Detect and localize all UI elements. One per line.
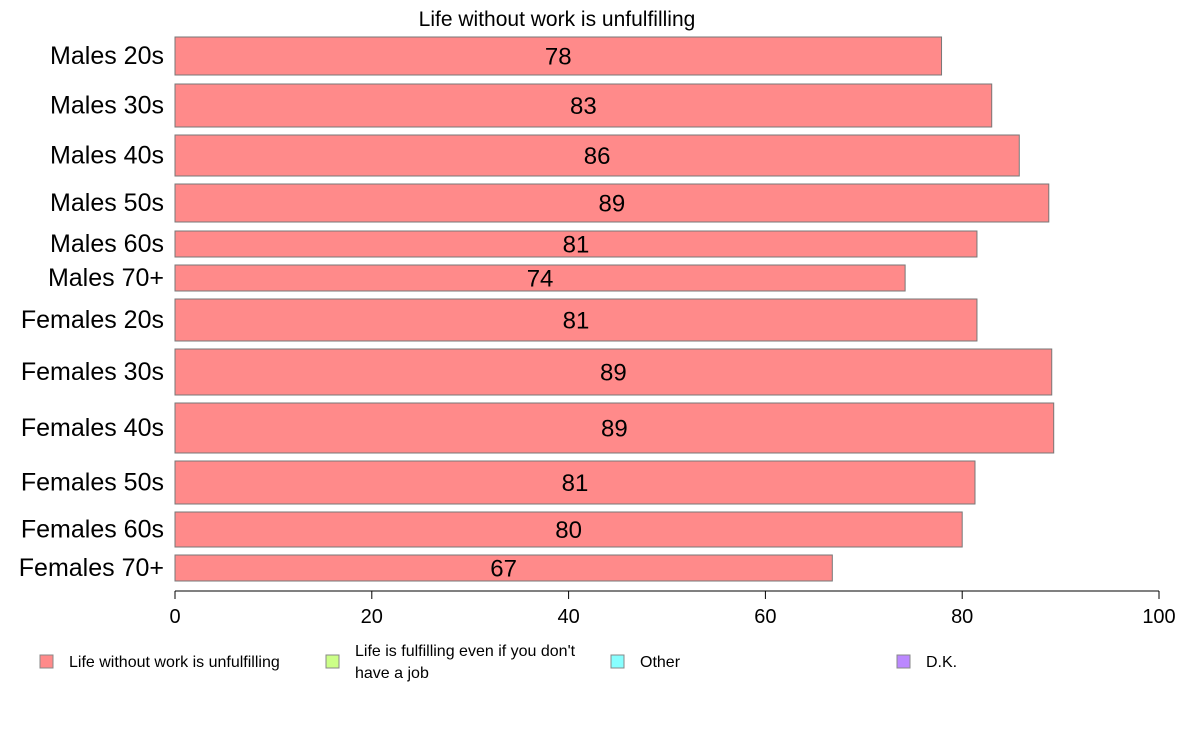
category-label: Females 60s [21,516,164,544]
category-label: Females 40s [21,414,164,442]
legend-label: D.K. [926,654,957,671]
legend-label: Life without work is unfulfilling [69,654,280,671]
data-label: 86 [584,143,611,170]
legend-label: Life is fulfilling even if you don't have… [355,643,576,682]
category-label: Males 20s [50,42,164,70]
bar-3 [174,183,1050,223]
data-label: 89 [600,360,627,387]
category-label: Males 40s [50,142,164,170]
bar-7 [174,348,1053,396]
legend-swatch [896,654,911,669]
x-axis: 0 20 40 60 80 100 [169,590,1176,628]
data-label: 78 [545,44,572,71]
legend: Life without work is unfulfilling Life is… [39,643,957,682]
bar-0 [174,36,943,76]
x-tick-label: 0 [169,606,180,628]
category-label: Females 20s [21,306,164,334]
category-label: Males 60s [50,230,164,258]
data-label: 89 [599,191,626,218]
chart-title: Life without work is unfulfilling [419,8,696,31]
x-tick-label: 20 [361,606,383,628]
x-tick-label: 80 [951,606,973,628]
bar-10 [174,511,963,548]
category-label: Females 50s [21,469,164,497]
bar-9 [174,460,976,505]
legend-swatch [39,654,54,669]
x-tick-label: 100 [1142,606,1175,628]
x-tick-label: 60 [754,606,776,628]
bar-4 [174,230,978,258]
bar-1 [174,83,993,128]
category-label: Males 50s [50,189,164,217]
bar-6 [174,298,978,342]
x-tick-label: 40 [557,606,579,628]
data-label: 81 [563,232,590,259]
category-label: Females 30s [21,358,164,386]
data-label: 81 [562,470,589,497]
data-label: 83 [570,93,597,120]
data-label: 74 [527,266,554,293]
data-label: 89 [601,416,628,443]
bar-8 [174,402,1055,454]
category-label: Males 70+ [48,264,164,292]
category-label: Females 70+ [19,554,164,582]
bars-group: Males 20s 78 Males 30s 83 Males 40s 86 Males 5… [19,36,1055,583]
legend-swatch [610,654,625,669]
legend-label: Other [640,654,681,671]
data-label: 67 [490,556,517,583]
bar-5 [174,264,906,292]
category-label: Males 30s [50,92,164,120]
legend-swatch [325,654,340,669]
data-label: 80 [555,517,582,544]
data-label: 81 [563,308,590,335]
bar-11 [174,554,833,582]
bar-2 [174,134,1020,177]
